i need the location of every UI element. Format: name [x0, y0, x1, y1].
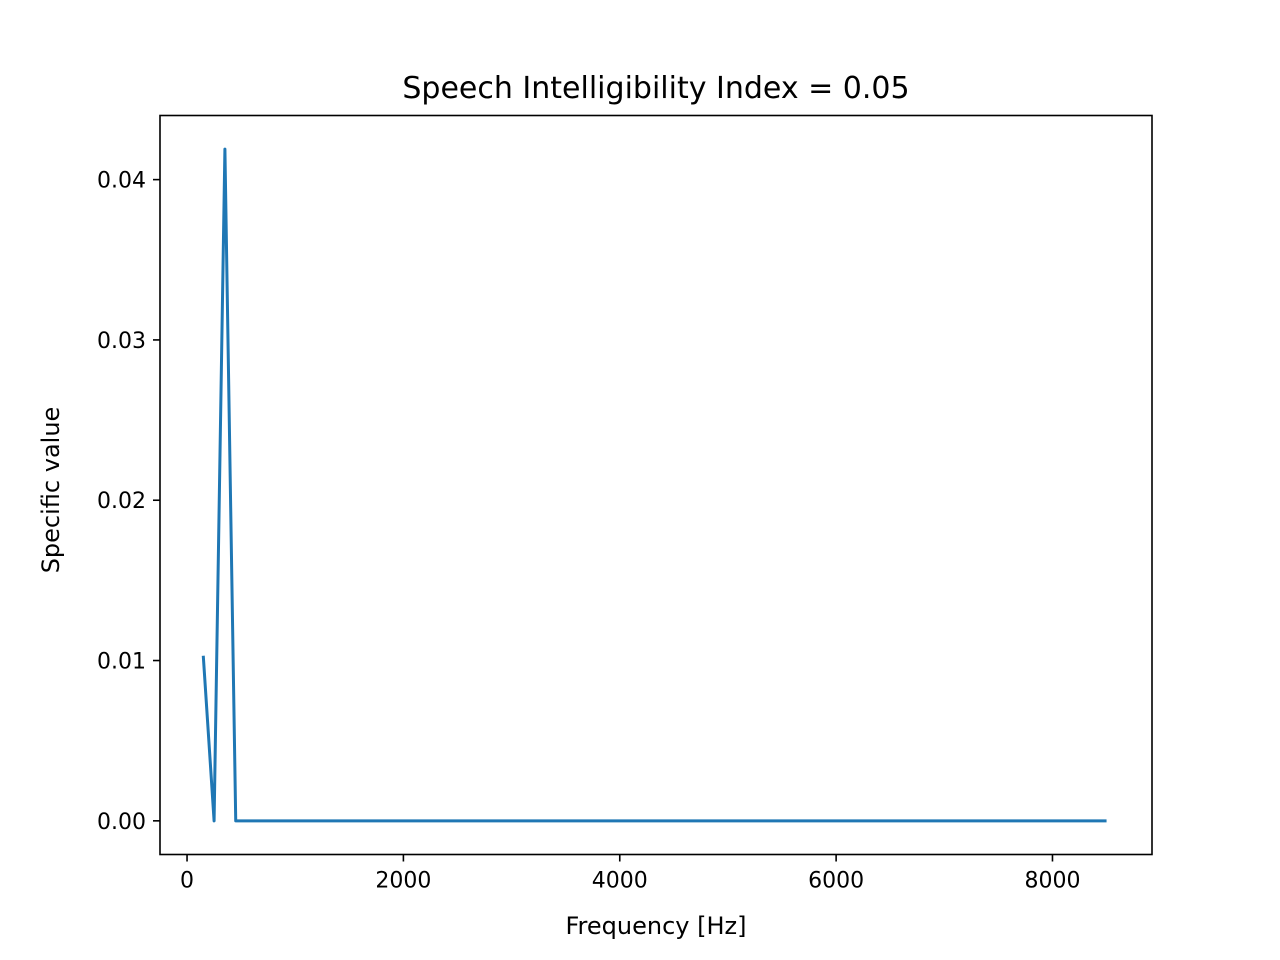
axes-frame — [159, 114, 1153, 856]
x-tick-label: 8000 — [1024, 869, 1080, 894]
x-tick-label: 4000 — [592, 869, 648, 894]
series-line — [201, 147, 1107, 823]
y-tick-label: 0.04 — [97, 169, 146, 194]
y-axis-label: Specific value — [37, 407, 65, 574]
y-tick-label: 0.03 — [97, 329, 146, 354]
chart-title: Speech Intelligibility Index = 0.05 — [402, 71, 909, 106]
x-axis-label: Frequency [Hz] — [566, 912, 747, 940]
y-tick-label: 0.02 — [97, 489, 146, 514]
y-tick-label: 0.00 — [97, 810, 146, 835]
y-tick-label: 0.01 — [97, 650, 146, 675]
plot-area — [201, 147, 1107, 823]
x-tick-label: 2000 — [375, 869, 431, 894]
x-tick-label: 6000 — [808, 869, 864, 894]
y-axis: 0.00 0.01 0.02 0.03 0.04 — [97, 169, 160, 835]
x-tick-label: 0 — [180, 869, 194, 894]
x-axis: 0 2000 4000 6000 8000 — [180, 854, 1080, 894]
